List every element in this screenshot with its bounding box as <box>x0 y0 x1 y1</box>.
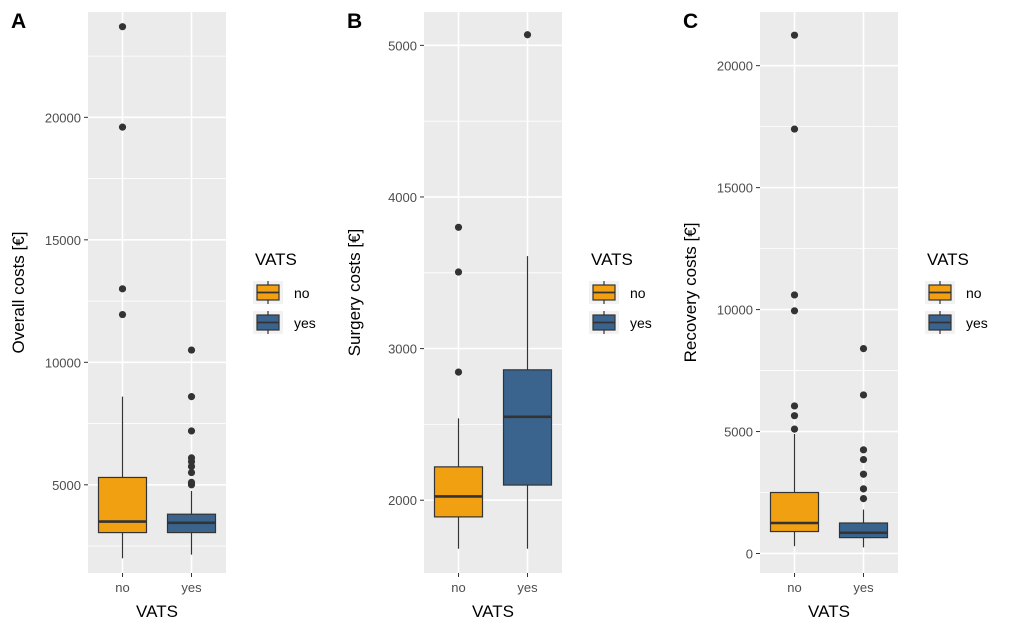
outlier-point <box>118 23 127 31</box>
x-tick-label: yes <box>853 580 874 595</box>
legend-label: yes <box>966 315 988 331</box>
y-tick-label: 5000 <box>724 425 753 440</box>
x-tick-label: no <box>787 580 801 595</box>
y-tick-label: 20000 <box>717 59 753 74</box>
x-tick-label: no <box>115 580 129 595</box>
legend-key-yes: yes <box>925 311 988 334</box>
outlier-point <box>859 470 868 478</box>
legend-key-yes: yes <box>589 311 652 334</box>
outlier-point <box>790 425 799 433</box>
y-tick-label: 5000 <box>52 478 81 493</box>
legend: VATS no yes <box>253 250 316 334</box>
y-axis-title: Recovery costs [€] <box>681 223 700 363</box>
outlier-point <box>187 478 196 486</box>
outlier-point <box>790 125 799 133</box>
outlier-point <box>454 268 463 276</box>
iqr-box <box>769 491 820 533</box>
outlier-point <box>187 346 196 354</box>
outlier-point <box>790 307 799 315</box>
x-tick-label: yes <box>517 580 538 595</box>
y-tick-label: 3000 <box>388 342 417 357</box>
legend: VATS no yes <box>925 250 988 334</box>
outlier-point <box>118 123 127 131</box>
panel-tag: C <box>683 10 698 33</box>
legend-title: VATS <box>255 250 297 269</box>
panel-tag: B <box>347 10 362 33</box>
y-axis-title: Surgery costs [€] <box>345 229 364 357</box>
legend-label: yes <box>630 315 652 331</box>
iqr-box <box>433 466 484 518</box>
iqr-box <box>502 369 553 486</box>
outlier-point <box>523 31 532 39</box>
legend-key-no: no <box>925 281 982 304</box>
legend-label: yes <box>294 315 316 331</box>
outlier-point <box>859 391 868 399</box>
x-tick-label: no <box>451 580 465 595</box>
legend: VATS no yes <box>589 250 652 334</box>
y-tick-label: 2000 <box>388 493 417 508</box>
outlier-point <box>187 427 196 435</box>
outlier-point <box>790 291 799 299</box>
outlier-point <box>790 402 799 410</box>
box-no <box>769 31 820 547</box>
legend-title: VATS <box>591 250 633 269</box>
iqr-box <box>97 476 148 534</box>
x-axis-title: VATS <box>472 602 514 621</box>
y-tick-label: 5000 <box>388 38 417 53</box>
box-yes <box>838 345 889 548</box>
outlier-point <box>187 393 196 401</box>
legend-key-yes: yes <box>253 311 316 334</box>
y-tick-label: 0 <box>746 546 753 561</box>
y-tick-label: 15000 <box>717 181 753 196</box>
outlier-point <box>859 345 868 353</box>
legend-label: no <box>630 285 646 301</box>
y-axis-title: Overall costs [€] <box>9 232 28 354</box>
outlier-point <box>859 455 868 464</box>
outlier-point <box>790 412 799 420</box>
outlier-point <box>790 31 799 39</box>
outlier-point <box>187 454 196 462</box>
box-yes <box>166 346 217 555</box>
y-tick-label: 20000 <box>45 110 81 125</box>
outlier-point <box>859 485 868 493</box>
outlier-point <box>859 495 868 503</box>
legend-title: VATS <box>927 250 969 269</box>
outlier-point <box>187 468 196 477</box>
legend-label: no <box>966 285 982 301</box>
y-tick-label: 10000 <box>717 303 753 318</box>
outlier-point <box>859 446 868 454</box>
outlier-point <box>454 368 463 376</box>
legend-key-no: no <box>589 281 646 304</box>
legend-label: no <box>294 285 310 301</box>
box-no <box>433 223 484 549</box>
x-axis-title: VATS <box>136 602 178 621</box>
legend-key-no: no <box>253 281 310 304</box>
y-tick-label: 4000 <box>388 190 417 205</box>
box-yes <box>502 31 553 549</box>
x-tick-label: yes <box>181 580 202 595</box>
outlier-point <box>454 223 463 231</box>
outlier-point <box>118 285 127 293</box>
iqr-box <box>838 522 889 539</box>
y-tick-label: 10000 <box>45 355 81 370</box>
panel-tag: A <box>11 10 26 33</box>
panel-background <box>760 12 898 573</box>
box-no <box>97 23 148 559</box>
outlier-point <box>118 310 127 319</box>
y-tick-label: 15000 <box>45 233 81 248</box>
x-axis-title: VATS <box>808 602 850 621</box>
